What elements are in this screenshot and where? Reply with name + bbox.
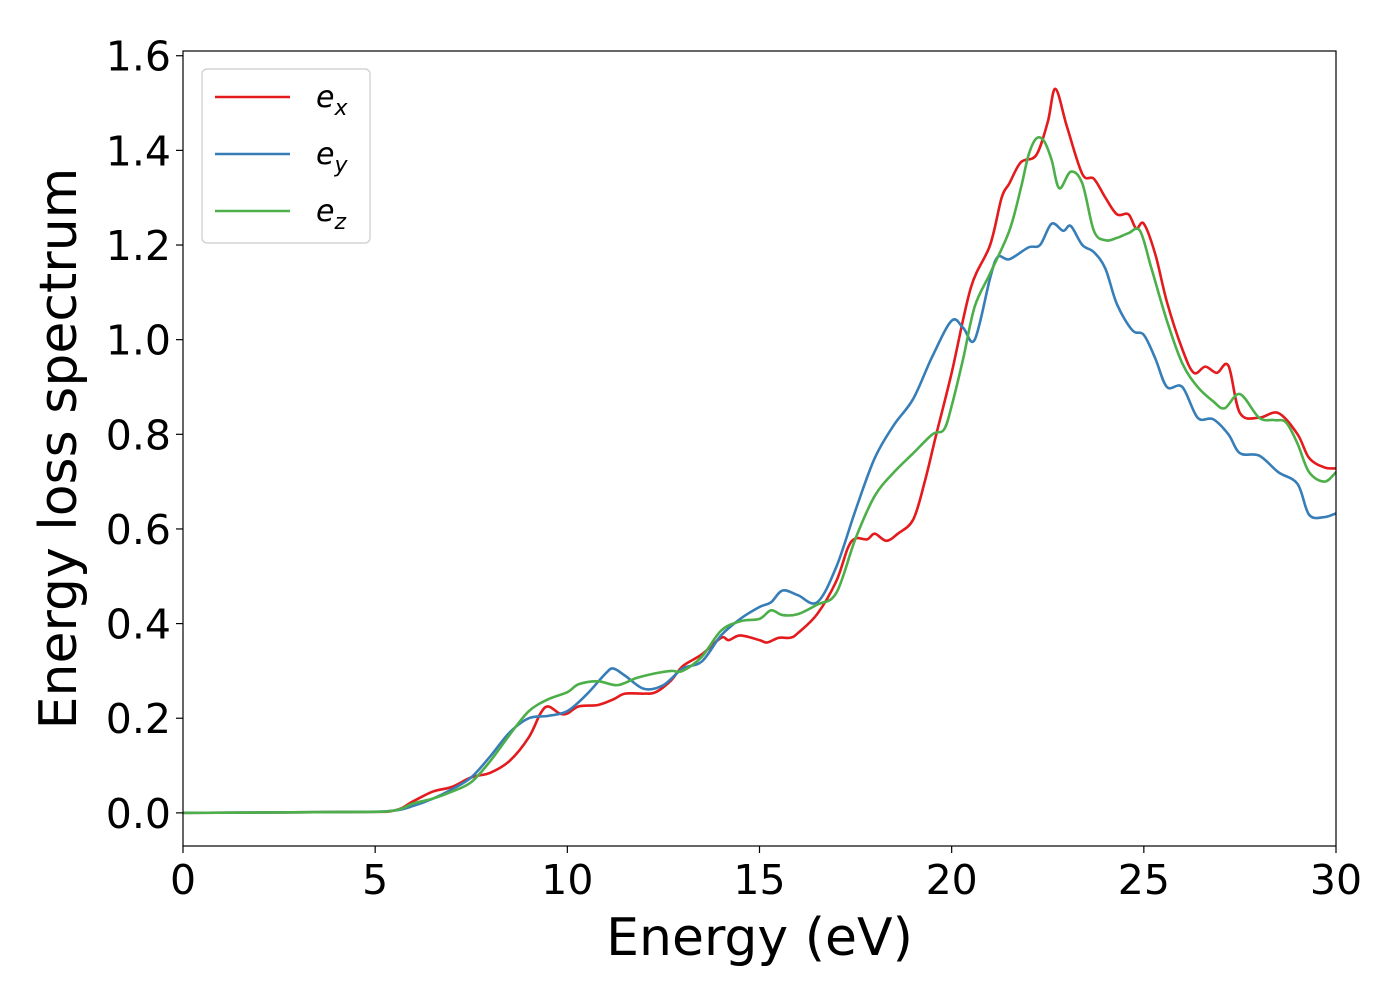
y-tick-label: 0.6 <box>106 506 171 554</box>
legend-frame <box>201 68 371 244</box>
y-tick-label: 0.8 <box>106 411 171 459</box>
x-axis-title: Energy (eV) <box>606 908 913 968</box>
y-tick-label: 1.0 <box>106 317 171 365</box>
x-tick-label: 15 <box>733 856 785 904</box>
y-tick-label: 1.4 <box>106 127 171 175</box>
x-axis-ticks: 0 5 10 15 20 25 30 <box>170 846 1362 904</box>
y-axis-ticks: 0.0 0.2 0.4 0.6 0.8 1.0 1.2 1.4 1.6 <box>106 33 183 838</box>
x-tick-label: 5 <box>362 856 388 904</box>
y-axis-title: Energy loss spectrum <box>29 168 89 730</box>
series-line-ey <box>183 222 1336 815</box>
series-line-ez <box>183 136 1336 815</box>
x-tick-label: 30 <box>1310 856 1362 904</box>
x-tick-label: 0 <box>170 856 196 904</box>
y-tick-label: 1.2 <box>106 222 171 270</box>
x-tick-label: 10 <box>541 856 593 904</box>
x-tick-label: 20 <box>926 856 978 904</box>
y-tick-label: 1.6 <box>106 33 171 81</box>
y-tick-label: 0.4 <box>106 601 171 649</box>
y-tick-label: 0.0 <box>106 790 171 838</box>
x-tick-label: 25 <box>1118 856 1170 904</box>
series-layer <box>183 87 1336 815</box>
y-tick-label: 0.2 <box>106 695 171 743</box>
series-line-ex <box>183 87 1336 815</box>
